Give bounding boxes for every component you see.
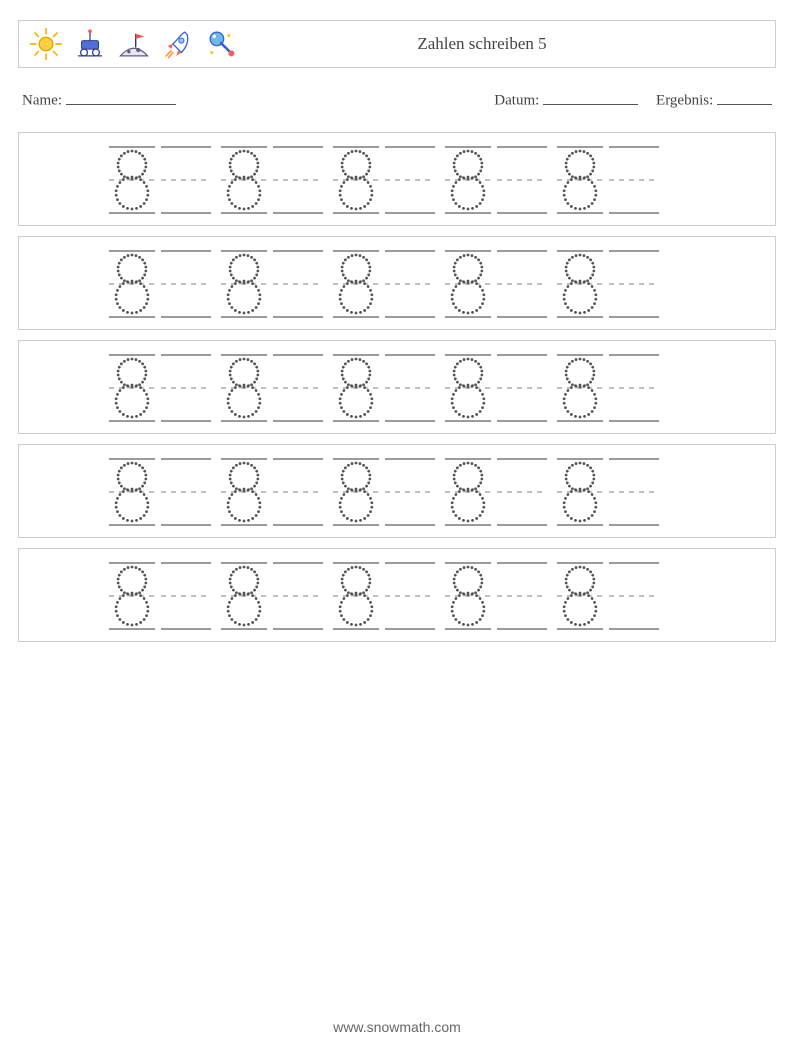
traceable-digit-8 xyxy=(221,560,267,630)
practice-cell xyxy=(557,133,669,225)
traceable-digit-8 xyxy=(221,352,267,422)
date-label: Datum: xyxy=(494,93,539,109)
practice-cell xyxy=(221,237,333,329)
practice-row xyxy=(18,236,776,330)
result-blank xyxy=(717,90,772,105)
practice-cell xyxy=(109,133,221,225)
worksheet-title: Zahlen schreiben 5 xyxy=(239,34,765,54)
rover-icon xyxy=(73,27,107,61)
name-blank xyxy=(66,90,176,105)
traceable-digit-8 xyxy=(557,352,603,422)
practice-cell xyxy=(445,133,557,225)
practice-row xyxy=(18,132,776,226)
practice-cell xyxy=(557,445,669,537)
planet-flag-icon xyxy=(117,27,151,61)
traceable-digit-8 xyxy=(333,456,379,526)
practice-cell xyxy=(445,549,557,641)
practice-cell xyxy=(221,341,333,433)
practice-cell xyxy=(109,341,221,433)
traceable-digit-8 xyxy=(221,456,267,526)
traceable-digit-8 xyxy=(109,144,155,214)
practice-row xyxy=(18,444,776,538)
meta-row: Name: Datum: Ergebnis: xyxy=(22,90,772,110)
traceable-digit-8 xyxy=(109,456,155,526)
name-label: Name: xyxy=(22,93,62,109)
traceable-digit-8 xyxy=(221,248,267,318)
practice-cell xyxy=(109,549,221,641)
traceable-digit-8 xyxy=(109,248,155,318)
result-label: Ergebnis: xyxy=(656,93,713,109)
traceable-digit-8 xyxy=(333,352,379,422)
practice-rows xyxy=(18,132,776,642)
traceable-digit-8 xyxy=(445,144,491,214)
practice-cell xyxy=(333,237,445,329)
practice-cell xyxy=(221,549,333,641)
traceable-digit-8 xyxy=(333,560,379,630)
traceable-digit-8 xyxy=(333,144,379,214)
practice-cell xyxy=(557,341,669,433)
practice-cell xyxy=(109,445,221,537)
practice-row xyxy=(18,340,776,434)
header-icons xyxy=(29,27,239,61)
practice-cell xyxy=(445,341,557,433)
traceable-digit-8 xyxy=(109,560,155,630)
practice-cell xyxy=(221,133,333,225)
traceable-digit-8 xyxy=(557,560,603,630)
practice-row xyxy=(18,548,776,642)
practice-cell xyxy=(557,549,669,641)
practice-cell xyxy=(445,237,557,329)
traceable-digit-8 xyxy=(557,144,603,214)
satellite-icon xyxy=(205,27,239,61)
traceable-digit-8 xyxy=(445,456,491,526)
traceable-digit-8 xyxy=(221,144,267,214)
practice-cell xyxy=(221,445,333,537)
sun-icon xyxy=(29,27,63,61)
practice-cell xyxy=(557,237,669,329)
practice-cell xyxy=(333,445,445,537)
rocket-icon xyxy=(161,27,195,61)
traceable-digit-8 xyxy=(557,456,603,526)
worksheet-header: Zahlen schreiben 5 xyxy=(18,20,776,68)
traceable-digit-8 xyxy=(445,560,491,630)
traceable-digit-8 xyxy=(445,352,491,422)
traceable-digit-8 xyxy=(333,248,379,318)
practice-cell xyxy=(333,549,445,641)
date-blank xyxy=(543,90,638,105)
practice-cell xyxy=(333,133,445,225)
traceable-digit-8 xyxy=(109,352,155,422)
footer-url: www.snowmath.com xyxy=(0,1019,794,1035)
practice-cell xyxy=(109,237,221,329)
traceable-digit-8 xyxy=(445,248,491,318)
practice-cell xyxy=(333,341,445,433)
practice-cell xyxy=(445,445,557,537)
traceable-digit-8 xyxy=(557,248,603,318)
